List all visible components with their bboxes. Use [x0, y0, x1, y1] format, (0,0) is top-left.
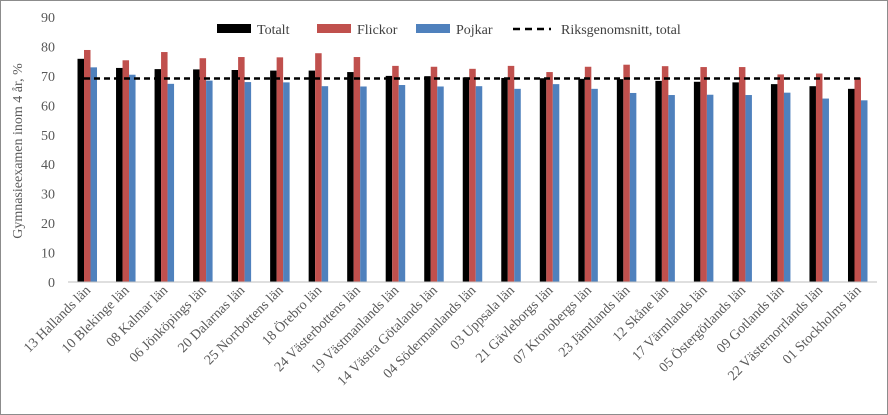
bar-flickor [507, 65, 515, 282]
bar-totalt [655, 80, 662, 282]
bar-pojkar [360, 86, 367, 283]
bar-pojkar [206, 80, 213, 282]
bar-pojkar [745, 95, 752, 282]
x-category-label: 09 Gotlands län [714, 283, 787, 356]
legend-swatch-totalt [217, 24, 251, 33]
bar-flickor [84, 49, 91, 283]
bar-flickor [353, 57, 361, 282]
legend: Totalt Flickor Pojkar Riksgenomsnitt, total [217, 23, 681, 38]
bar-pojkar [783, 92, 791, 282]
bar-flickor [738, 67, 746, 282]
bar-flickor [315, 53, 322, 282]
y-tick-label: 10 [41, 247, 55, 262]
bar-pojkar [90, 67, 98, 282]
bar-totalt [154, 69, 162, 283]
bar-pojkar [668, 95, 675, 282]
bar-totalt [578, 78, 585, 282]
y-tick-label: 80 [41, 40, 55, 55]
y-tick-label: 40 [41, 158, 55, 173]
bar-flickor [623, 64, 630, 282]
bar-flickor [815, 73, 823, 282]
bar-flickor [777, 74, 784, 282]
bar-totalt [770, 84, 778, 282]
bar-flickor [392, 65, 399, 282]
bar-totalt [77, 58, 85, 283]
bar-flickor [584, 66, 592, 282]
bar-flickor [238, 57, 245, 282]
y-tick-label: 0 [48, 276, 55, 291]
bar-flickor [700, 67, 707, 282]
bar-pojkar [860, 100, 868, 282]
bar-totalt [116, 67, 123, 282]
bar-pojkar [244, 82, 252, 282]
bar-flickor [199, 58, 207, 282]
legend-label: Flickor [357, 23, 398, 38]
bar-pojkar [552, 84, 560, 282]
bar-totalt [693, 81, 701, 282]
bar-pojkar [822, 98, 829, 282]
legend-label: Riksgenomsnitt, total [561, 23, 681, 38]
bar-totalt [347, 72, 354, 282]
bar-pojkar [629, 92, 637, 282]
bar-flickor [661, 66, 669, 282]
bar-flickor [854, 77, 861, 282]
bar-pojkar [514, 88, 521, 282]
bars [77, 49, 868, 283]
bar-totalt [308, 70, 316, 282]
x-category-label: 20 Dalarnas län [175, 283, 248, 356]
bar-totalt [270, 70, 277, 282]
bar-totalt [501, 77, 508, 282]
bar-pojkar [437, 86, 444, 283]
bar-flickor [276, 57, 284, 283]
bar-totalt [616, 79, 624, 282]
legend-swatch-pojkar [416, 24, 450, 33]
bar-totalt [424, 76, 431, 283]
bar-flickor [546, 72, 553, 282]
x-category-label: 13 Hallands län [21, 283, 94, 356]
legend-swatch-flickor [317, 24, 351, 33]
bar-totalt [847, 88, 855, 282]
y-tick-label: 30 [41, 188, 55, 203]
bar-pojkar [591, 88, 598, 282]
bar-pojkar [283, 82, 290, 283]
bar-flickor [469, 68, 476, 282]
bar-pojkar [129, 74, 136, 283]
bar-pojkar [475, 86, 483, 282]
bar-totalt [539, 78, 547, 283]
bar-flickor [122, 60, 130, 282]
y-tick-label: 90 [41, 11, 55, 26]
bar-totalt [193, 69, 200, 282]
bar-totalt [732, 82, 739, 283]
bar-flickor [161, 52, 168, 282]
legend-label: Pojkar [456, 23, 493, 38]
bar-pojkar [706, 94, 714, 282]
y-tick-label: 20 [41, 217, 55, 232]
bar-totalt [809, 86, 816, 282]
y-axis-label-group: Gymnasieexamen inom 4 år, % [11, 63, 26, 239]
x-category-label: 10 Blekinge län [59, 283, 132, 356]
bar-pojkar [398, 85, 406, 283]
y-tick-label: 50 [41, 129, 55, 144]
bar-totalt [462, 77, 470, 282]
bar-totalt [385, 75, 393, 282]
y-tick-label: 60 [41, 99, 55, 114]
bar-flickor [430, 66, 438, 282]
y-axis-label: Gymnasieexamen inom 4 år, % [11, 63, 26, 239]
bar-pojkar [167, 83, 175, 282]
y-tick-label: 70 [41, 70, 55, 85]
legend-label: Totalt [257, 23, 290, 38]
bar-totalt [231, 70, 239, 282]
y-axis-ticks: 0 10 20 30 40 50 60 70 80 90 [41, 11, 55, 291]
bar-pojkar [321, 86, 329, 282]
